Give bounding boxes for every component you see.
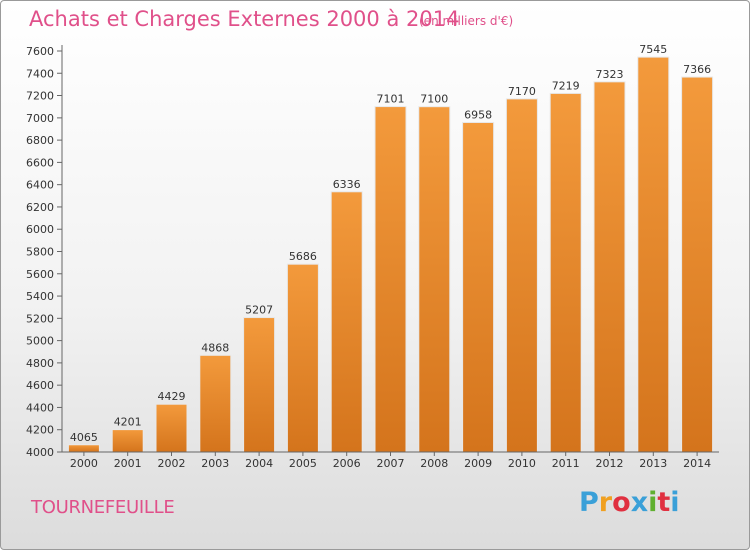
x-tick-label: 2005 <box>289 457 317 470</box>
logo-letter: i <box>670 487 680 518</box>
x-tick-label: 2003 <box>201 457 229 470</box>
bars-group: 4065 4201 4429 4868 5207 5686 6336 7101 7100 6958… <box>67 43 714 453</box>
bar-value-label: 6958 <box>464 109 492 122</box>
y-tick-label: 6800 <box>26 134 54 147</box>
bar-value-label: 7323 <box>596 68 624 81</box>
proxiti-logo[interactable]: Proxiti <box>579 487 680 518</box>
y-tick-label: 4400 <box>26 401 54 414</box>
bar <box>286 263 319 453</box>
chart-subtitle: (en milliers d'€) <box>419 14 514 28</box>
y-tick-label: 6200 <box>26 201 54 214</box>
y-tick-label: 5200 <box>26 312 54 325</box>
logo-letter: r <box>598 487 613 518</box>
y-tick-label: 5800 <box>26 246 54 259</box>
y-tick-label: 4000 <box>26 446 54 459</box>
y-tick-label: 4200 <box>26 424 54 437</box>
x-tick-label: 2010 <box>508 457 536 470</box>
bar-value-label: 6336 <box>333 178 361 191</box>
y-tick-label: 4600 <box>26 379 54 392</box>
bar <box>155 403 188 453</box>
bar-value-label: 5686 <box>289 250 317 263</box>
logo-letter: t <box>657 487 671 518</box>
bar <box>418 106 451 453</box>
bar <box>243 317 276 453</box>
bar <box>111 429 144 453</box>
logo-letter: P <box>579 487 599 518</box>
bar <box>374 106 407 453</box>
logo-letter: i <box>648 487 658 518</box>
x-axis: 2000 2001 2002 2003 2004 2005 2006 2007 2008 2009… <box>62 451 719 470</box>
x-tick-label: 2009 <box>464 457 492 470</box>
bar-value-label: 7219 <box>552 79 580 92</box>
y-tick-label: 5000 <box>26 335 54 348</box>
x-tick-label: 2013 <box>639 457 667 470</box>
bar-value-label: 7366 <box>683 63 711 76</box>
bar <box>505 98 538 453</box>
bar <box>462 122 495 453</box>
bar-value-label: 4201 <box>114 416 142 429</box>
bar-value-label: 7545 <box>639 43 667 56</box>
y-tick-label: 7400 <box>26 67 54 80</box>
bar-value-label: 5207 <box>245 304 273 317</box>
x-tick-label: 2001 <box>114 457 142 470</box>
y-tick-label: 7200 <box>26 90 54 103</box>
x-tick-label: 2008 <box>420 457 448 470</box>
bar <box>593 81 626 453</box>
y-tick-label: 5600 <box>26 268 54 281</box>
x-tick-label: 2004 <box>245 457 273 470</box>
bar-value-label: 4868 <box>201 341 229 354</box>
y-tick-label: 6000 <box>26 223 54 236</box>
y-axis: 4000 4200 4400 4600 4800 5000 5200 5400 5600 5800… <box>26 45 63 459</box>
bar <box>681 76 714 453</box>
logo-letter: o <box>612 487 631 518</box>
y-tick-label: 7600 <box>26 45 54 58</box>
logo-letter: x <box>630 487 649 518</box>
y-tick-label: 6400 <box>26 179 54 192</box>
x-tick-label: 2007 <box>377 457 405 470</box>
bar <box>637 56 670 453</box>
bar <box>330 191 363 453</box>
bar <box>67 444 100 453</box>
y-tick-label: 7000 <box>26 112 54 125</box>
x-tick-label: 2000 <box>70 457 98 470</box>
y-tick-label: 5400 <box>26 290 54 303</box>
bar-value-label: 7100 <box>420 93 448 106</box>
x-tick-label: 2006 <box>333 457 361 470</box>
bar <box>549 92 582 453</box>
commune-name: TOURNEFEUILLE <box>31 497 175 518</box>
y-tick-label: 4800 <box>26 357 54 370</box>
bar-value-label: 7101 <box>377 93 405 106</box>
x-tick-label: 2014 <box>683 457 711 470</box>
bar-value-label: 4429 <box>158 390 186 403</box>
x-tick-label: 2012 <box>596 457 624 470</box>
x-tick-label: 2011 <box>552 457 580 470</box>
chart-title: Achats et Charges Externes 2000 à 2014 <box>29 7 460 31</box>
bar <box>199 354 232 453</box>
bar-value-label: 4065 <box>70 431 98 444</box>
x-tick-label: 2002 <box>158 457 186 470</box>
bar-value-label: 7170 <box>508 85 536 98</box>
y-tick-label: 6600 <box>26 156 54 169</box>
